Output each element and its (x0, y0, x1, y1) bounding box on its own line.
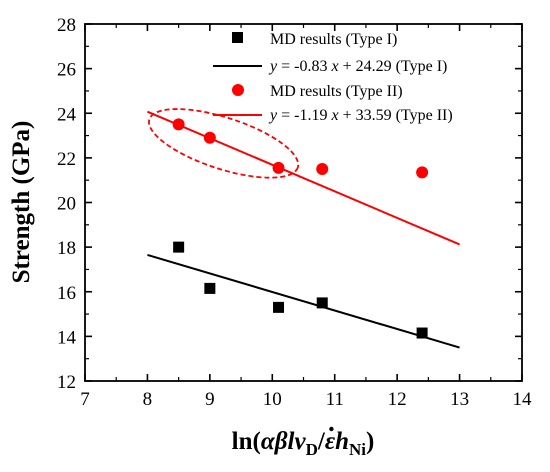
type-ii-fit-line (147, 110, 460, 246)
y-tick-label-7: 26 (57, 60, 76, 81)
type-i-fit-line (147, 253, 460, 349)
x-tick-label-5: 12 (388, 389, 407, 410)
x-tick-label-4: 11 (326, 389, 344, 410)
type-i-point-1 (204, 282, 216, 294)
type-ii-point-4 (416, 166, 429, 179)
x-axis-title: ln(αβlvD/εhNi) (232, 428, 375, 459)
legend-label-type-i-fit: y = -0.83 x + 24.29 (Type I) (268, 58, 447, 75)
data-points (172, 118, 429, 339)
dashed-ellipse-annotation-0 (148, 108, 300, 179)
y-tick-label-1: 14 (57, 327, 77, 348)
legend: MD results (Type I) y = -0.83 x + 24.29 … (213, 31, 453, 124)
type-i-point-3 (316, 297, 328, 309)
x-tick-label-2: 9 (205, 389, 215, 410)
epsilon-dot (329, 426, 334, 432)
annotations (148, 108, 300, 179)
y-tick-label-6: 24 (57, 104, 77, 125)
type-i-point-0 (173, 241, 185, 253)
type-i-point-4 (416, 327, 428, 339)
x-tick-label-3: 10 (263, 389, 282, 410)
type-ii-point-2 (272, 161, 285, 174)
legend-label-type-ii-points: MD results (Type II) (270, 83, 403, 100)
y-tick-label-2: 16 (57, 283, 76, 304)
legend-label-type-ii-fit: y = -1.19 x + 33.59 (Type II) (268, 107, 453, 124)
legend-marker-type-i-points (232, 32, 243, 43)
y-tick-label-4: 20 (57, 194, 76, 215)
y-tick-label-3: 18 (57, 238, 76, 259)
axis-tick-labels: 7 8 9 10 11 12 13 14 12 14 16 18 20 22 24 26 28 (57, 15, 532, 410)
legend-marker-type-ii-points (232, 84, 244, 96)
y-tick-label-8: 28 (57, 15, 76, 36)
legend-label-type-i-points: MD results (Type I) (270, 31, 397, 48)
y-tick-label-0: 12 (57, 372, 76, 393)
y-axis-title: Strength (GPa) (8, 121, 35, 284)
axis-ticks (84, 23, 523, 382)
type-ii-point-1 (203, 131, 216, 144)
x-tick-label-7: 14 (513, 389, 533, 410)
x-tick-label-1: 8 (143, 389, 153, 410)
y-tick-label-5: 22 (57, 149, 76, 170)
type-ii-point-3 (316, 163, 329, 176)
type-ii-point-0 (172, 118, 185, 131)
x-tick-label-6: 13 (450, 389, 469, 410)
fit-lines (147, 110, 460, 349)
plot-frame (84, 23, 523, 382)
x-tick-label-0: 7 (80, 389, 90, 410)
type-i-point-2 (273, 301, 285, 313)
